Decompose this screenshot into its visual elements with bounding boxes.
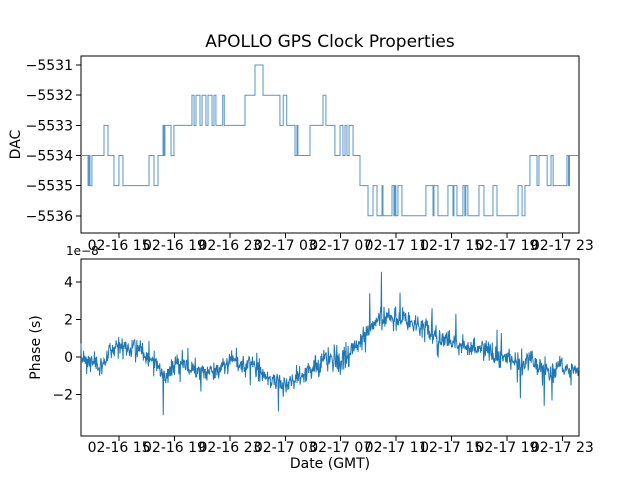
x-tick-label: 02-17 11	[365, 238, 428, 254]
dac-step-line	[81, 64, 579, 217]
x-tick-label: 02-17 23	[531, 440, 594, 456]
x-tick-label: 02-16 15	[88, 238, 151, 254]
y-tick-label: −5531	[26, 58, 73, 74]
x-tick-label: 02-16 19	[143, 238, 206, 254]
y-tick-label: 4	[64, 275, 73, 291]
x-tick-label: 02-17 23	[531, 238, 594, 254]
x-tick-label: 02-16 19	[143, 440, 206, 456]
x-tick-label: 02-17 19	[475, 238, 538, 254]
y-tick-label: −5533	[26, 118, 73, 134]
x-tick-label: 02-17 15	[420, 440, 483, 456]
y-tick-label: −5535	[26, 179, 73, 195]
y-tick-label: −5536	[26, 209, 73, 225]
dac-y-axis-label: DAC	[8, 129, 24, 159]
phase-line	[80, 271, 580, 416]
axes-spines	[80, 258, 580, 437]
x-tick-label: 02-16 23	[198, 238, 261, 254]
x-tick-label: 02-17 07	[309, 440, 372, 456]
date-x-axis-label: Date (GMT)	[290, 456, 370, 472]
y-tick-label: −2	[52, 388, 73, 404]
x-tick-label: 02-17 03	[254, 440, 317, 456]
x-tick-label: 02-16 23	[198, 440, 261, 456]
x-tick-label: 02-17 11	[365, 440, 428, 456]
x-tick-label: 02-17 15	[420, 238, 483, 254]
y-tick-label: 2	[64, 313, 73, 329]
phase-y-axis-label: Phase (s)	[28, 315, 44, 379]
chart-title: APOLLO GPS Clock Properties	[205, 32, 455, 52]
x-tick-label: 02-16 15	[88, 440, 151, 456]
y-axis-offset-label: 1e−8	[66, 244, 99, 258]
axes-spines	[80, 55, 580, 234]
x-tick-label: 02-17 19	[475, 440, 538, 456]
x-tick-label: 02-17 03	[254, 238, 317, 254]
y-tick-label: −5532	[26, 88, 73, 104]
x-tick-label: 02-17 07	[309, 238, 372, 254]
y-tick-label: 0	[64, 350, 73, 366]
y-tick-label: −5534	[26, 149, 73, 165]
